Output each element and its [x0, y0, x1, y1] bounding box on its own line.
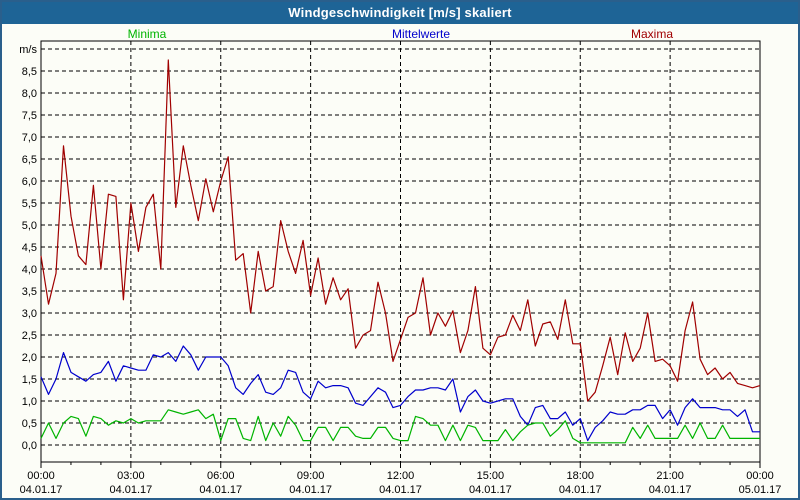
x-tick-date-label: 04.01.17	[649, 484, 692, 496]
x-tick-time-label: 06:00	[207, 470, 235, 482]
y-tick-label: 5,0	[22, 220, 37, 232]
x-tick-date-label: 04.01.17	[109, 484, 152, 496]
y-tick-label: 0,5	[22, 418, 37, 430]
y-tick-label: 2,5	[22, 330, 37, 342]
x-tick-time-label: 21:00	[656, 470, 684, 482]
legend-item-minima: Minima	[127, 27, 167, 41]
y-tick-label: 8,0	[22, 88, 37, 100]
y-tick-label: 0,0	[22, 440, 37, 452]
y-tick-label: 2,0	[22, 352, 37, 364]
x-tick-time-label: 09:00	[297, 470, 325, 482]
x-tick-time-label: 03:00	[117, 470, 145, 482]
series-line-mittelwerte	[40, 345, 760, 442]
x-tick-date-label: 04.01.17	[199, 484, 242, 496]
y-tick-label: 1,0	[22, 396, 37, 408]
legend-item-maxima: Maxima	[630, 27, 674, 41]
x-tick-date-label: 04.01.17	[379, 484, 422, 496]
y-tick-label: 6,0	[22, 176, 37, 188]
series-line-maxima	[40, 59, 761, 402]
x-tick-date-label: 04.01.17	[559, 484, 602, 496]
x-tick-time-label: 15:00	[477, 470, 505, 482]
y-tick-label: 3,5	[22, 286, 37, 298]
x-tick-date-label: 04.01.17	[289, 484, 332, 496]
x-tick-time-label: 12:00	[387, 470, 415, 482]
y-tick-label: 3,0	[22, 308, 37, 320]
y-axis-unit-label: m/s	[19, 44, 37, 56]
window-title-bar: Windgeschwindigkeit [m/s] skaliert	[2, 2, 798, 24]
x-tick-time-label: 00:00	[746, 470, 774, 482]
x-tick-date-label: 04.01.17	[20, 484, 63, 496]
y-tick-label: 1,5	[22, 374, 37, 386]
y-tick-label: 4,5	[22, 242, 37, 254]
y-tick-label: 6,5	[22, 154, 37, 166]
legend-item-mittelwerte: Mittelwerte	[391, 27, 451, 41]
x-tick-date-label: 05.01.17	[739, 484, 782, 496]
y-tick-label: 7,0	[22, 132, 37, 144]
x-tick-time-label: 00:00	[27, 470, 55, 482]
y-tick-label: 5,5	[22, 198, 37, 210]
x-tick-time-label: 18:00	[566, 470, 594, 482]
y-tick-label: 7,5	[22, 110, 37, 122]
y-tick-label: 8,5	[22, 66, 37, 78]
y-tick-label: 4,0	[22, 264, 37, 276]
window-title: Windgeschwindigkeit [m/s] skaliert	[288, 5, 512, 20]
series-line-minima	[40, 409, 760, 444]
x-tick-date-label: 04.01.17	[469, 484, 512, 496]
